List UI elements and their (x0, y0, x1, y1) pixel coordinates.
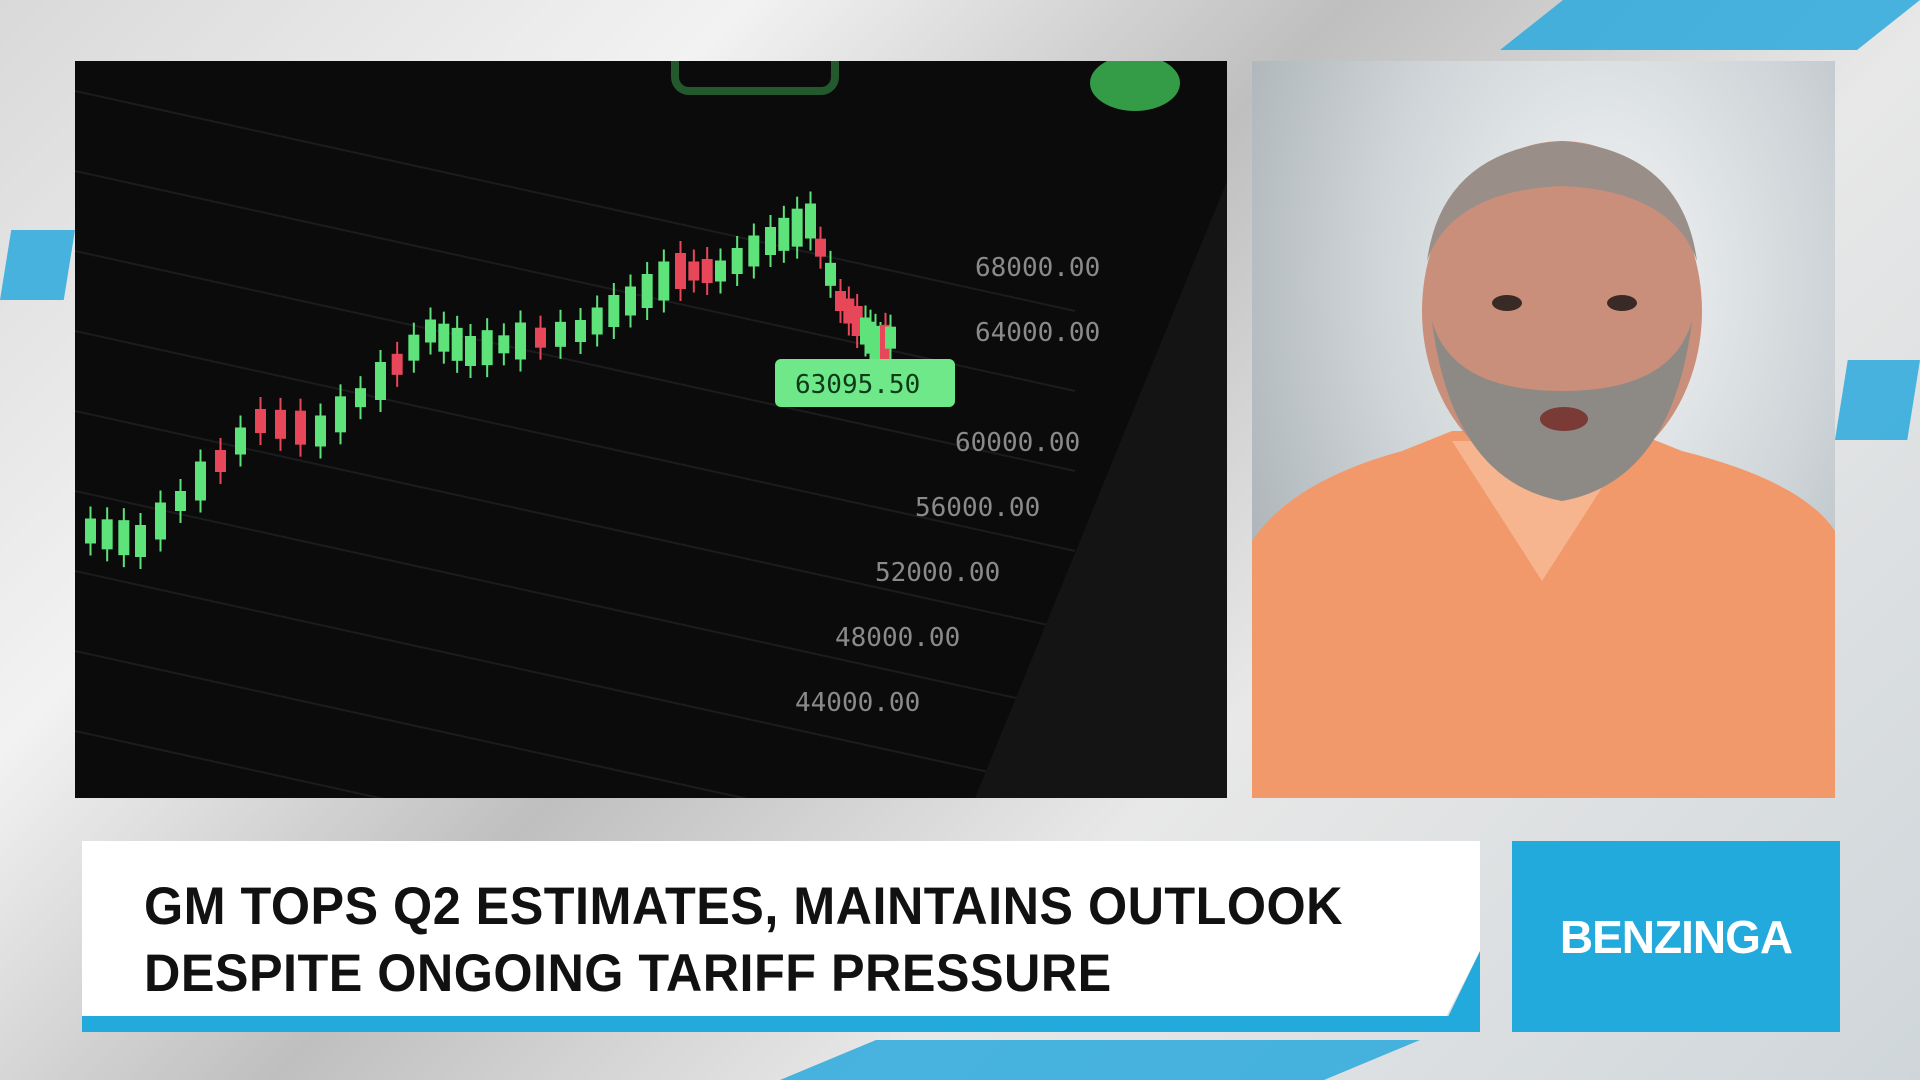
stock-chart-image: 68000.00 64000.00 60000.00 56000.00 52000.00… (75, 61, 1227, 798)
app-button-blur (1090, 61, 1180, 111)
eye (1607, 295, 1637, 311)
shirt (1252, 431, 1835, 798)
price-axis-label: 64000.00 (975, 318, 1100, 348)
grid-line (75, 170, 1076, 392)
accent-bar (82, 1016, 1480, 1032)
grid-line (75, 650, 748, 798)
headline-line-2: DESPITE ONGOING TARIFF PRESSURE (144, 944, 1112, 1003)
presenter-video (1252, 61, 1835, 798)
background-stripe (1835, 360, 1920, 440)
price-axis-label: 48000.00 (835, 623, 960, 653)
grid-line (75, 250, 1076, 472)
grid-line (75, 570, 1076, 792)
lower-third-banner: GM TOPS Q2 ESTIMATES, MAINTAINS OUTLOOK … (82, 841, 1480, 1032)
eye (1492, 295, 1522, 311)
price-axis-label: 56000.00 (915, 493, 1040, 523)
price-axis-label: 44000.00 (795, 688, 920, 718)
grid-line (75, 330, 1076, 552)
app-tab-blur (671, 61, 839, 95)
price-axis-label: 52000.00 (875, 558, 1000, 588)
price-axis-label: 68000.00 (975, 253, 1100, 283)
grid-line (75, 490, 1076, 712)
background-stripe (0, 230, 75, 300)
headline: GM TOPS Q2 ESTIMATES, MAINTAINS OUTLOOK … (144, 873, 1343, 1007)
candlestick-chart-photo: 68000.00 64000.00 60000.00 56000.00 52000.00… (75, 61, 1227, 798)
current-price-label: 63095.50 (795, 370, 920, 400)
current-price-tag: 63095.50 (775, 359, 955, 407)
logo-text: BENZINGA (1559, 910, 1793, 963)
price-axis-label: 60000.00 (955, 428, 1080, 458)
headline-line-1: GM TOPS Q2 ESTIMATES, MAINTAINS OUTLOOK (144, 877, 1344, 936)
hair (1427, 141, 1697, 261)
grid-line (75, 730, 385, 798)
mouth (1540, 407, 1588, 431)
background-stripe (780, 1040, 1420, 1080)
benzinga-logo: BENZINGA (1512, 841, 1840, 1032)
phone-edge (975, 181, 1227, 798)
background-stripe (1500, 0, 1920, 50)
presenter-photo (1252, 141, 1835, 798)
grid-line (75, 90, 1076, 312)
